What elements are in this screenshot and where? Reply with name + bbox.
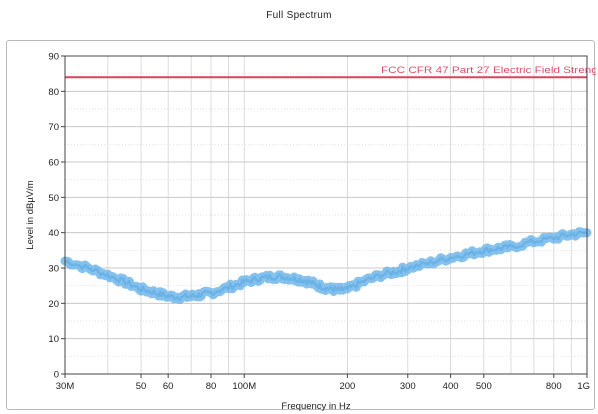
y-tick-label: 40 (48, 228, 59, 239)
x-tick-label: 300 (400, 381, 416, 392)
x-axis-label: Frequency in Hz (281, 401, 350, 411)
x-tick-label: 30M (56, 381, 75, 392)
x-tick-label: 500 (476, 381, 492, 392)
x-tick-label: 100M (232, 381, 256, 392)
y-tick-label: 50 (48, 193, 59, 204)
y-tick-label: 20 (48, 299, 59, 310)
emission-trace-core (64, 230, 587, 301)
x-tick-label: 200 (339, 381, 355, 392)
chart-title: Full Spectrum (266, 10, 332, 21)
y-tick-label: 70 (48, 122, 59, 133)
x-tick-label: 1G (577, 381, 590, 392)
y-axis-label: Level in dBµV/m (25, 180, 36, 249)
x-tick-label: 400 (443, 381, 459, 392)
limit-line-label: FCC CFR 47 Part 27 Electric Field Streng… (381, 65, 596, 75)
y-tick-label: 80 (48, 87, 59, 98)
chart-frame: FCC CFR 47 Part 27 Electric Field Streng… (6, 40, 596, 412)
y-tick-label: 10 (48, 334, 59, 345)
x-tick-label: 800 (546, 381, 562, 392)
x-tick-label: 50 (136, 381, 147, 392)
y-tick-label: 90 (48, 52, 59, 63)
chart-plot: FCC CFR 47 Part 27 Electric Field Streng… (25, 52, 596, 412)
plot-border (64, 55, 588, 375)
y-tick-label: 30 (48, 264, 59, 275)
x-tick-label: 80 (206, 381, 217, 392)
x-tick-label: 60 (163, 381, 174, 392)
y-tick-label: 0 (54, 370, 59, 381)
y-tick-label: 60 (48, 158, 59, 169)
